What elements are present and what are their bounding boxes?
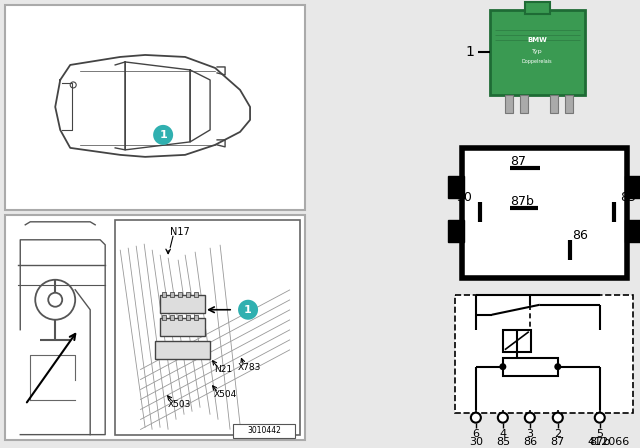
Bar [625, 220, 640, 242]
Circle shape [499, 363, 506, 370]
Circle shape [70, 82, 76, 88]
Bar [186, 292, 190, 297]
Text: 3010442: 3010442 [247, 426, 281, 435]
Circle shape [525, 413, 535, 422]
Text: 5: 5 [596, 429, 604, 439]
Bar [115, 220, 300, 435]
Text: Doppelrelais: Doppelrelais [522, 60, 552, 65]
Text: N21: N21 [214, 365, 232, 374]
Text: 6: 6 [472, 429, 479, 439]
Text: N17: N17 [170, 227, 190, 237]
Text: X783: X783 [238, 363, 262, 372]
Text: 1: 1 [244, 305, 252, 315]
Bar [564, 95, 573, 113]
Text: X503: X503 [168, 400, 191, 409]
Text: 85: 85 [620, 191, 636, 204]
Text: 1: 1 [465, 45, 474, 59]
Text: 86: 86 [523, 437, 537, 447]
Circle shape [471, 413, 481, 422]
Text: 2: 2 [554, 429, 561, 439]
Circle shape [553, 413, 563, 422]
Bar [155, 341, 210, 359]
Bar [186, 315, 190, 320]
Text: 30: 30 [469, 437, 483, 447]
Bar [162, 315, 166, 320]
Bar [162, 292, 166, 297]
Text: 87: 87 [510, 155, 526, 168]
Bar [525, 2, 550, 14]
Circle shape [498, 413, 508, 422]
Circle shape [35, 280, 76, 320]
Bar [170, 315, 174, 320]
Bar [194, 315, 198, 320]
Text: BMW: BMW [527, 37, 547, 43]
Bar [233, 424, 295, 438]
Text: X504: X504 [214, 390, 237, 399]
Text: 30: 30 [456, 191, 472, 204]
Text: 86: 86 [572, 229, 588, 242]
Bar [448, 220, 464, 242]
Circle shape [595, 413, 605, 422]
Circle shape [153, 125, 173, 145]
Bar [178, 315, 182, 320]
Text: 4: 4 [499, 429, 506, 439]
Text: 3: 3 [526, 429, 533, 439]
Bar [505, 95, 513, 113]
Circle shape [238, 300, 258, 320]
Bar [178, 292, 182, 297]
Bar [503, 330, 531, 352]
Bar [160, 318, 205, 336]
Text: 1: 1 [159, 130, 167, 140]
Text: 87b: 87b [589, 437, 611, 447]
Bar [5, 215, 305, 439]
Bar [503, 358, 558, 376]
Text: 87b: 87b [510, 195, 534, 208]
Bar [194, 292, 198, 297]
Bar [5, 5, 305, 210]
Text: 412066: 412066 [588, 437, 630, 447]
Text: 85: 85 [496, 437, 510, 447]
Bar [160, 295, 205, 313]
Bar [448, 176, 464, 198]
Bar [550, 95, 558, 113]
Bar [462, 148, 627, 278]
Bar [490, 10, 585, 95]
Circle shape [554, 363, 561, 370]
Text: 87: 87 [550, 437, 565, 447]
Bar [625, 176, 640, 198]
Bar [520, 95, 528, 113]
Circle shape [48, 293, 62, 307]
Bar [170, 292, 174, 297]
Text: Typ: Typ [531, 49, 542, 55]
Bar [455, 295, 633, 413]
